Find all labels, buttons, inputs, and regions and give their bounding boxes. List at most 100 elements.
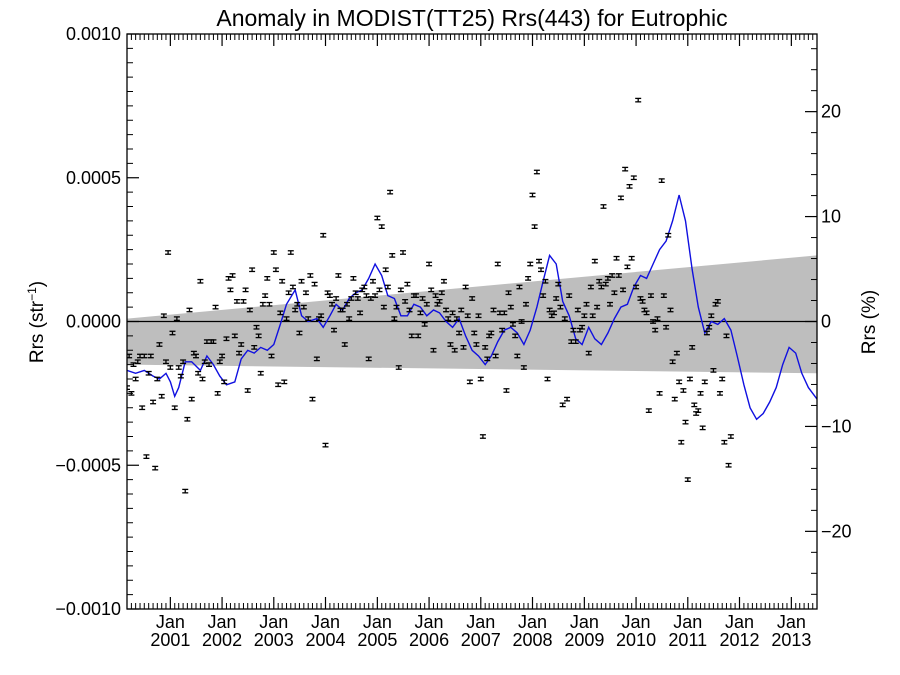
data-point (139, 405, 146, 411)
data-point (633, 284, 640, 290)
data-point (699, 425, 706, 431)
data-point (253, 324, 260, 330)
data-point (684, 477, 691, 483)
data-point (708, 313, 715, 319)
data-point (246, 307, 253, 313)
data-point (645, 408, 652, 414)
data-point (326, 293, 333, 299)
data-point (542, 278, 549, 284)
data-point (251, 344, 258, 350)
data-point (145, 370, 152, 376)
data-point (134, 359, 141, 365)
smoothed-line-layer (127, 194, 817, 421)
data-point (143, 454, 150, 460)
data-point (611, 290, 618, 296)
data-point (298, 278, 305, 284)
data-point (719, 376, 726, 382)
y-tick-label: −0.0005 (55, 455, 121, 475)
data-point (275, 382, 282, 388)
data-point (348, 296, 355, 301)
data-point (512, 333, 519, 339)
smoothed-series-line (127, 194, 817, 421)
data-point (490, 307, 497, 313)
data-point (300, 304, 307, 310)
x-tick-label-year: 2003 (254, 630, 294, 650)
data-point (244, 388, 251, 393)
uncertainty-band (127, 255, 817, 374)
data-point (302, 290, 309, 296)
data-point (570, 327, 577, 333)
data-point (171, 405, 178, 411)
data-point (544, 376, 551, 382)
data-point (697, 390, 704, 396)
data-point (445, 316, 452, 322)
data-point (706, 324, 713, 330)
data-point (458, 307, 465, 313)
data-point (309, 396, 316, 402)
data-point (579, 324, 586, 330)
data-point (432, 293, 439, 299)
data-point (501, 310, 508, 316)
data-point (689, 344, 696, 350)
data-point (227, 287, 234, 293)
data-point (361, 284, 368, 290)
data-point (602, 281, 609, 287)
data-point (723, 333, 730, 339)
data-point (242, 287, 249, 293)
data-point (727, 434, 734, 439)
y-tick-label: 0.0000 (66, 312, 121, 332)
data-point (626, 183, 633, 189)
data-point (587, 284, 594, 290)
data-point (382, 267, 389, 273)
data-point (150, 399, 157, 405)
data-point (249, 267, 256, 273)
axes-layer: 0.00100.00050.0000−0.0005−0.001020100−10… (55, 24, 851, 650)
data-point (462, 284, 469, 290)
data-point (564, 396, 571, 402)
data-point (287, 250, 294, 255)
data-point (369, 278, 376, 284)
data-point (660, 293, 667, 299)
data-point (482, 344, 489, 350)
data-point (494, 261, 501, 267)
data-point (193, 353, 199, 359)
data-point (531, 224, 538, 230)
data-point (423, 301, 430, 307)
data-point (695, 408, 702, 414)
data-point (313, 356, 320, 362)
y2-axis-label: Rrs (%) (859, 290, 880, 354)
data-point (294, 301, 301, 307)
data-point (320, 232, 327, 238)
data-point (354, 296, 361, 301)
y-tick-label: −0.0010 (55, 599, 121, 619)
data-point (628, 255, 635, 261)
y2-tick-label: 0 (821, 312, 831, 332)
data-point (721, 439, 728, 445)
data-point (272, 267, 279, 273)
data-point (671, 396, 678, 402)
x-tick-label-year: 2008 (512, 630, 552, 650)
data-point (400, 250, 406, 255)
x-tick-label-year: 2002 (202, 630, 242, 650)
data-point (596, 278, 603, 284)
data-point (585, 350, 592, 356)
data-point (255, 333, 262, 339)
data-point (352, 290, 359, 296)
data-point (438, 290, 445, 296)
data-point (509, 321, 516, 327)
x-tick-label-month: Jan (725, 612, 754, 632)
data-point (162, 359, 169, 365)
data-point (165, 250, 172, 255)
y2-tick-label: −20 (821, 521, 852, 541)
data-point (346, 316, 353, 322)
data-point (475, 313, 482, 319)
data-point (676, 379, 683, 385)
data-point (703, 330, 710, 336)
data-point (264, 275, 271, 281)
x-tick-label-year: 2001 (150, 630, 190, 650)
data-point (620, 287, 627, 293)
data-point (499, 327, 506, 333)
data-point (307, 273, 314, 278)
data-point (609, 273, 616, 278)
data-point (350, 275, 357, 281)
